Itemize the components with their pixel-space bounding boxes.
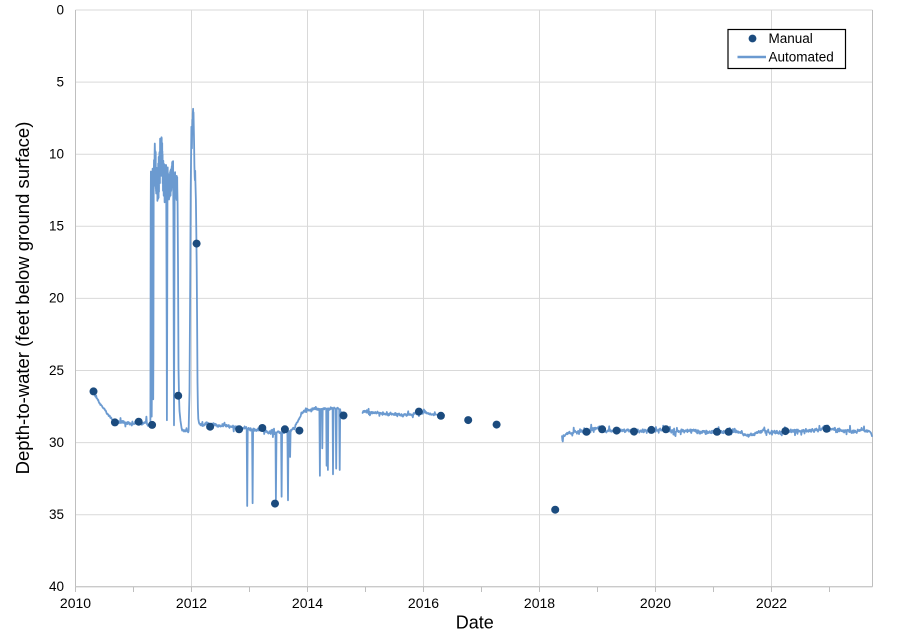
svg-text:35: 35 (49, 507, 64, 522)
svg-text:Automated: Automated (769, 50, 834, 65)
svg-text:2016: 2016 (408, 595, 439, 611)
svg-text:2014: 2014 (292, 595, 323, 611)
svg-text:20: 20 (49, 291, 64, 306)
svg-text:2012: 2012 (176, 595, 207, 611)
svg-text:30: 30 (49, 435, 64, 450)
svg-text:0: 0 (56, 2, 64, 17)
svg-text:Depth-to-water (feet below gro: Depth-to-water (feet below ground surfac… (12, 122, 33, 475)
svg-text:Date: Date (456, 613, 494, 633)
svg-text:25: 25 (49, 363, 64, 378)
svg-text:2010: 2010 (60, 595, 91, 611)
svg-text:2020: 2020 (640, 595, 671, 611)
svg-text:40: 40 (49, 579, 64, 594)
svg-text:10: 10 (49, 147, 64, 162)
svg-text:Manual: Manual (769, 31, 813, 46)
svg-text:2022: 2022 (756, 595, 787, 611)
svg-text:5: 5 (56, 74, 64, 89)
svg-text:2018: 2018 (524, 595, 555, 611)
svg-text:15: 15 (49, 219, 64, 234)
